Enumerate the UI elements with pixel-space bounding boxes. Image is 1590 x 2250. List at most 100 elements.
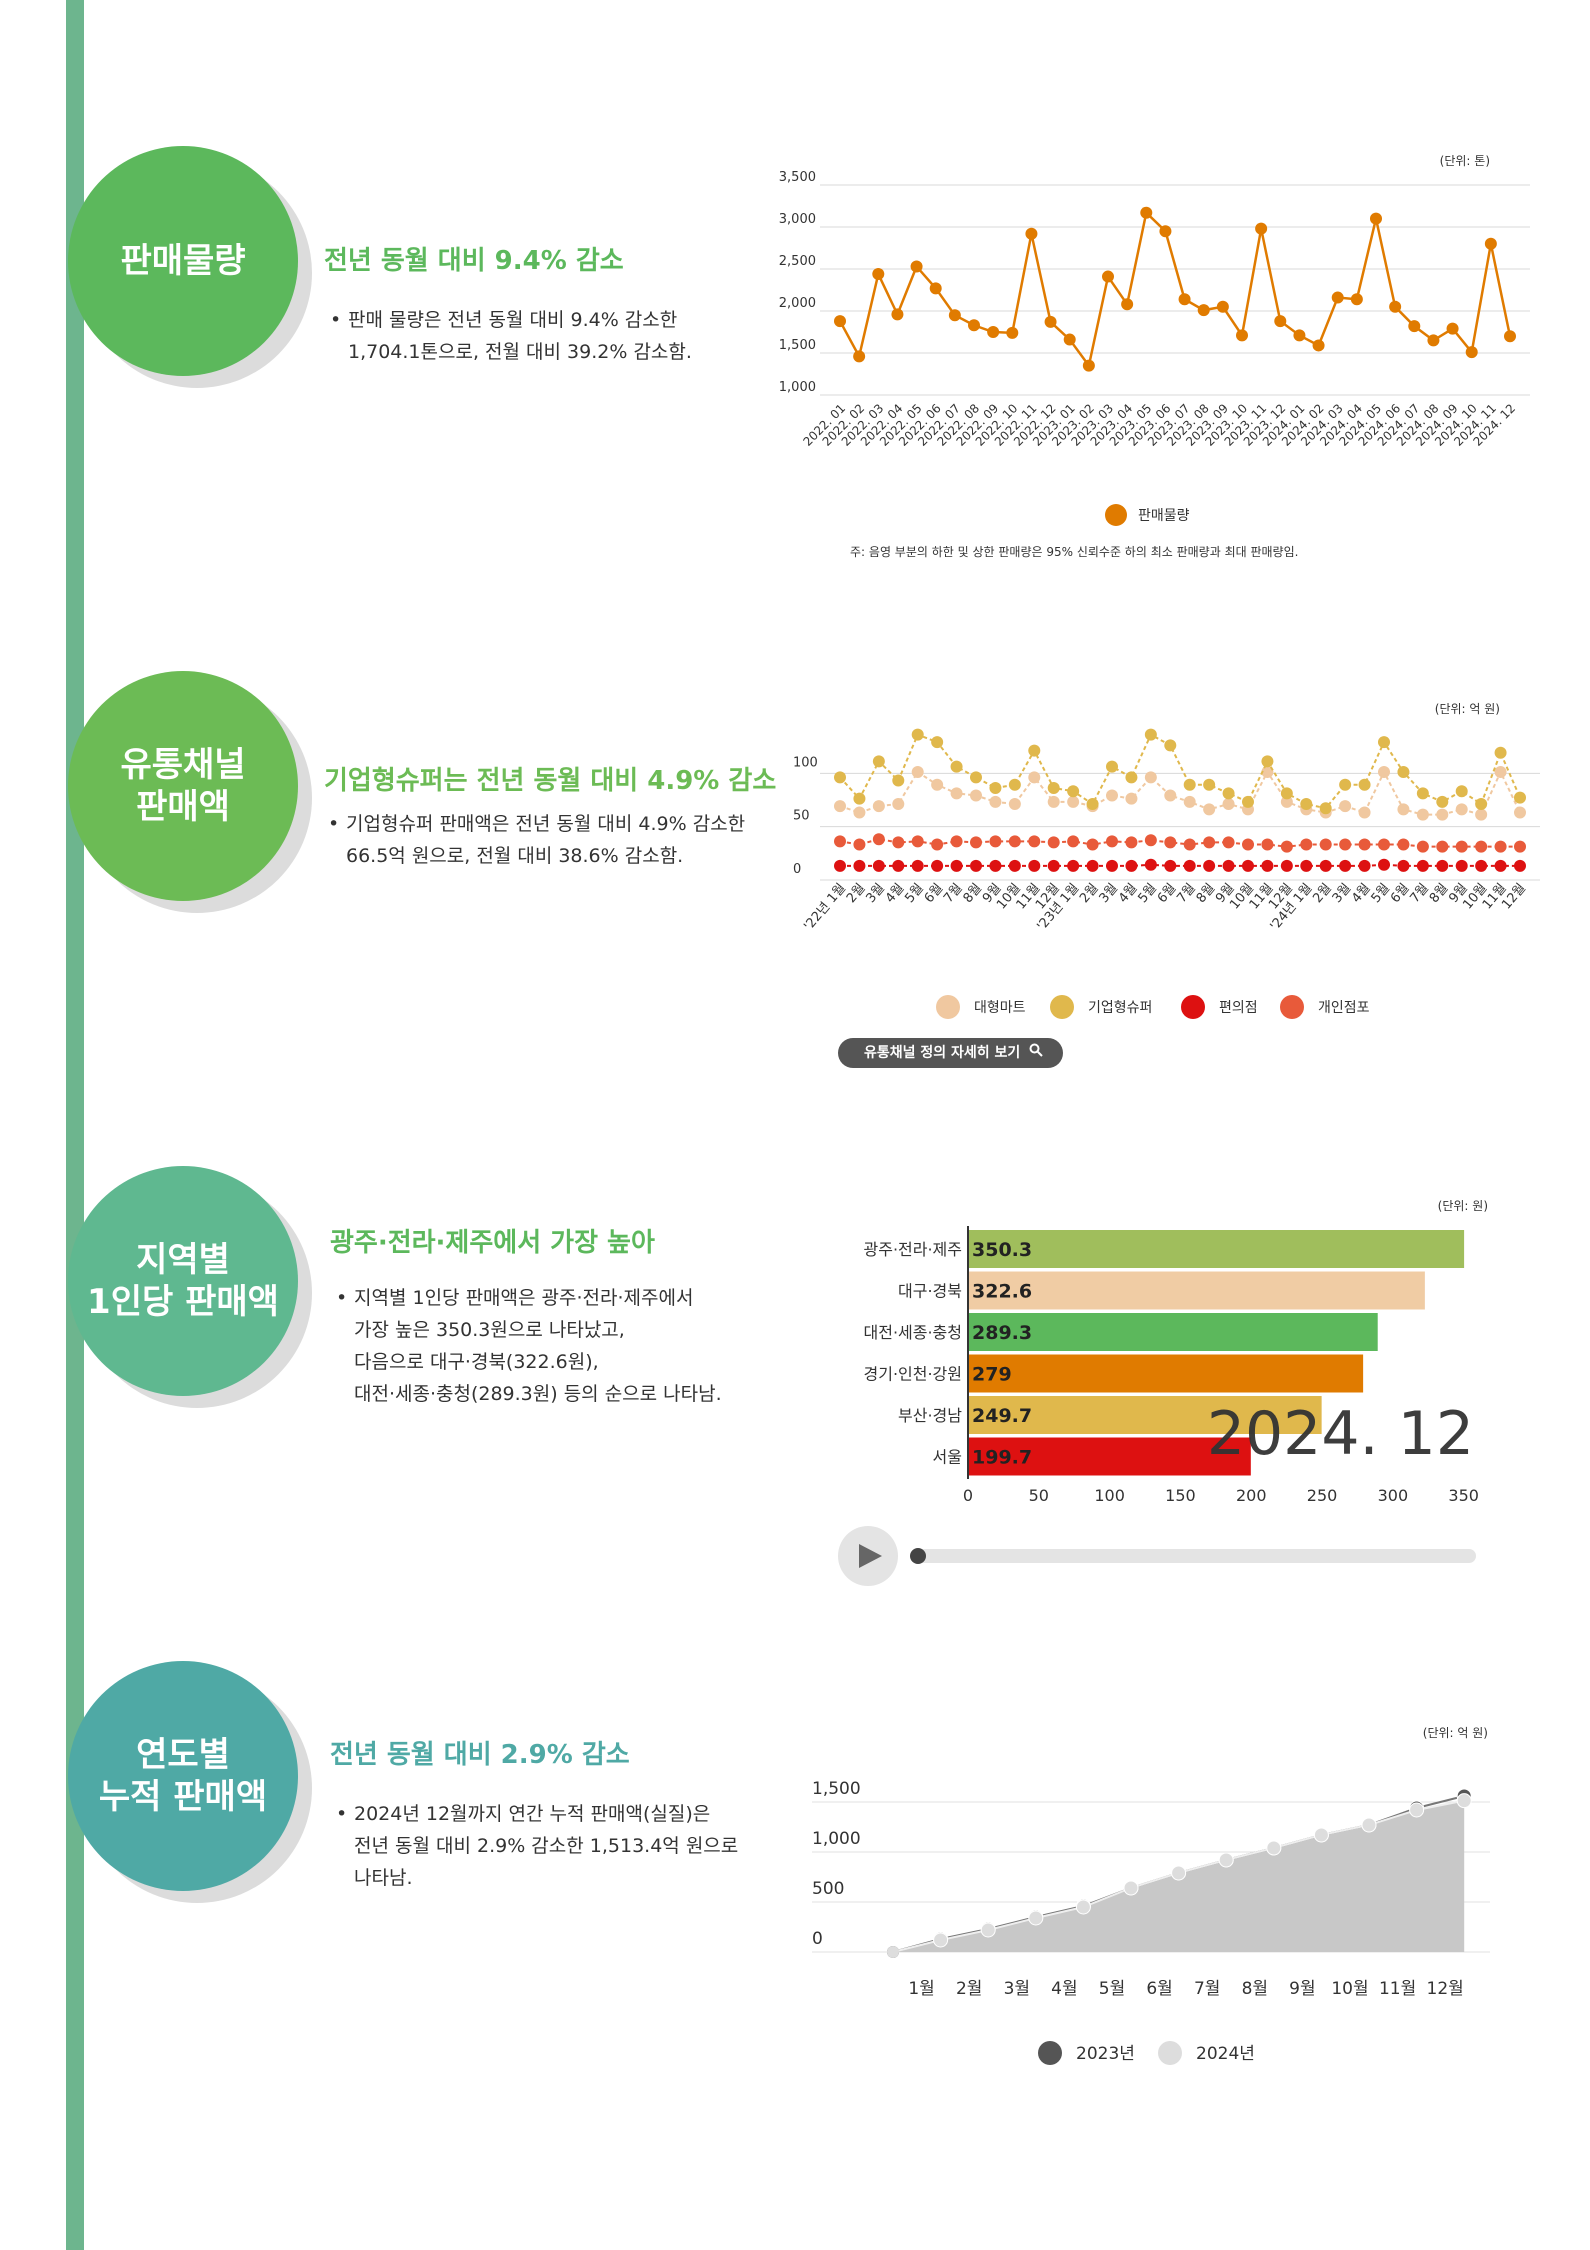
data-point	[911, 859, 924, 872]
data-point	[1261, 755, 1274, 768]
y-tick-label: 100	[793, 755, 818, 770]
data-point	[1183, 859, 1196, 872]
legend-label: 판매물량	[1138, 508, 1190, 524]
x-tick-label: 5월	[1099, 1979, 1125, 1999]
data-point	[1144, 728, 1157, 741]
data-point	[1102, 270, 1114, 283]
data-point	[834, 800, 846, 813]
y-tick-label: 500	[812, 1879, 844, 1899]
data-point	[1494, 766, 1507, 778]
bar	[968, 1437, 1251, 1476]
data-point	[1378, 858, 1390, 871]
data-point	[931, 838, 944, 851]
data-point	[1274, 315, 1287, 328]
data-point	[1339, 838, 1352, 851]
data-point	[1075, 1899, 1091, 1915]
data-point	[1216, 300, 1229, 313]
data-point	[1125, 771, 1138, 784]
data-point	[1339, 859, 1352, 872]
data-point	[872, 833, 885, 846]
data-point	[1446, 322, 1459, 335]
data-point	[1164, 836, 1177, 849]
chart-unit: (단위: 억 원)	[1423, 1726, 1488, 1740]
play-icon	[859, 1544, 882, 1568]
category-label: 서울	[933, 1448, 962, 1467]
data-point	[892, 798, 905, 810]
data-point	[1361, 1817, 1377, 1833]
data-point	[853, 350, 866, 363]
data-point	[1222, 836, 1235, 849]
data-point	[1106, 760, 1118, 773]
data-point	[1008, 835, 1021, 848]
data-point	[970, 771, 982, 784]
data-point	[929, 282, 942, 295]
headline-regional-sales: 광주·전라·제주에서 가장 높아	[330, 1228, 655, 1258]
data-point	[1236, 329, 1248, 342]
data-point	[1455, 803, 1468, 816]
data-point	[931, 859, 944, 872]
data-point	[1183, 778, 1196, 791]
data-point	[1197, 304, 1210, 317]
x-tick-label: 250	[1307, 1486, 1338, 1505]
line-chart-sales-volume: (단위: 톤)1,0001,5002,0002,5003,0003,500202…	[779, 154, 1530, 559]
bar	[968, 1271, 1425, 1310]
data-point	[1159, 225, 1172, 238]
data-point	[1416, 840, 1429, 853]
x-tick-label: 10월	[1331, 1979, 1368, 1999]
data-point	[1475, 798, 1488, 810]
data-point	[1475, 859, 1488, 872]
data-point	[1044, 315, 1057, 328]
data-point	[1242, 795, 1254, 808]
headline-channel-sales: 기업형슈퍼는 전년 동월 대비 4.9% 감소	[324, 766, 777, 796]
data-point	[1494, 746, 1507, 759]
bullet-regional-sales: • 지역별 1인당 판매액은 광주·전라·제주에서 가장 높은 350.3원으로…	[336, 1282, 722, 1410]
data-label: 279	[972, 1364, 1012, 1386]
bullet-dot: •	[328, 813, 340, 835]
data-point	[1300, 859, 1313, 872]
x-tick-label: 6월	[1146, 1979, 1172, 1999]
left-stripe	[66, 0, 84, 2250]
data-point	[1123, 1880, 1139, 1896]
chart-unit: (단위: 톤)	[1440, 154, 1490, 168]
x-tick-label: 0	[963, 1486, 973, 1505]
bullet-cumulative-sales: • 2024년 12월까지 연간 누적 판매액(실질)은 전년 동월 대비 2.…	[336, 1798, 738, 1894]
data-label: 322.6	[972, 1281, 1032, 1303]
x-tick-label: '22년 1월	[801, 881, 849, 934]
data-point	[1455, 785, 1468, 798]
data-label: 199.7	[972, 1447, 1032, 1469]
data-point	[1312, 339, 1325, 352]
data-point	[1436, 795, 1449, 808]
chart-unit: (단위: 원)	[1438, 1199, 1488, 1213]
data-point	[1203, 836, 1216, 849]
headline-sales-volume: 전년 동월 대비 9.4% 감소	[324, 246, 624, 276]
data-point	[1144, 771, 1157, 784]
category-label: 부산·경남	[898, 1406, 962, 1425]
series-line-대형마트	[839, 769, 1521, 816]
area-chart-cumulative-sales: (단위: 억 원) 0 500 1,000 1,500 1월 2월 3월 4월 5월 6월 7월 8월 9…	[812, 1726, 1490, 2065]
data-point	[1028, 771, 1041, 784]
x-tick-label: 8월	[1242, 1979, 1268, 1999]
data-point	[1067, 795, 1080, 808]
data-point	[1144, 834, 1157, 847]
data-point	[1086, 798, 1099, 810]
x-tick-label: 11월	[1379, 1979, 1416, 1999]
channel-definition-button[interactable]: 유통채널 정의 자세히 보기	[838, 1038, 1064, 1068]
x-tick-label: 300	[1378, 1486, 1409, 1505]
data-point	[1144, 858, 1157, 871]
legend-marker	[1158, 2041, 1182, 2065]
data-point	[1280, 795, 1293, 808]
x-tick-label: 100	[1094, 1486, 1125, 1505]
bar	[968, 1313, 1378, 1351]
data-point	[1397, 838, 1410, 851]
legend-label: 개인점포	[1318, 1000, 1370, 1016]
legend-label: 편의점	[1219, 1000, 1258, 1016]
data-point	[853, 838, 866, 851]
data-point	[1484, 237, 1497, 250]
data-point	[1339, 800, 1352, 813]
bar	[968, 1354, 1364, 1393]
data-point	[1006, 326, 1019, 339]
data-point	[1222, 787, 1235, 800]
legend-marker	[936, 995, 960, 1019]
data-point	[1164, 739, 1177, 752]
legend-marker	[1280, 995, 1304, 1019]
